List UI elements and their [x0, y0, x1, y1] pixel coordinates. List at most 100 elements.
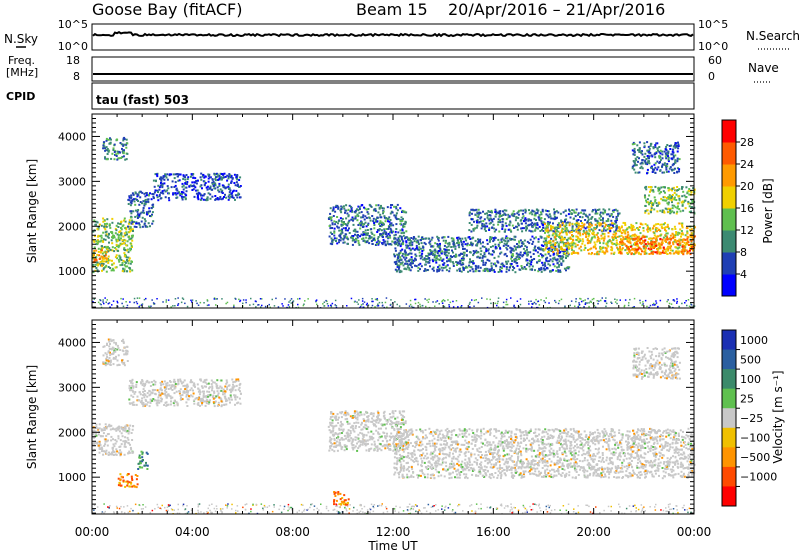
scatter-point	[521, 227, 524, 230]
scatter-point	[348, 232, 351, 234]
noise-point	[325, 299, 327, 302]
scatter-point	[104, 149, 107, 152]
scatter-point	[594, 208, 597, 211]
scatter-point	[540, 266, 543, 269]
scatter-point	[358, 211, 361, 214]
scatter-point	[447, 235, 450, 238]
noise-point	[614, 301, 617, 303]
scatter-point	[584, 247, 587, 249]
scatter-point	[675, 145, 678, 148]
scatter-point	[574, 242, 577, 245]
scatter-point	[602, 229, 605, 232]
scatter-point	[125, 226, 128, 229]
scatter-point	[584, 219, 587, 221]
scatter-point	[645, 201, 648, 204]
scatter-point	[682, 244, 684, 247]
scatter-point	[630, 223, 633, 226]
scatter-point	[633, 150, 636, 152]
scatter-point	[550, 227, 553, 230]
scatter-point	[111, 346, 114, 349]
noise-point	[540, 299, 542, 301]
noise-point	[206, 300, 209, 302]
scatter-point	[392, 224, 395, 227]
scatter-point	[128, 196, 131, 199]
scatter-point	[681, 200, 684, 203]
scatter-point	[144, 195, 147, 198]
scatter-point	[101, 252, 104, 255]
scatter-point	[432, 252, 435, 255]
scatter-point	[402, 241, 404, 244]
scatter-point	[131, 234, 133, 237]
scatter-point	[390, 229, 393, 232]
scatter-point	[121, 143, 124, 146]
scatter-point	[369, 219, 372, 222]
scatter-point	[540, 217, 543, 219]
scatter-point	[674, 236, 677, 239]
scatter-point	[98, 258, 101, 260]
scatter-point	[234, 184, 237, 187]
scatter-point	[346, 212, 349, 215]
scatter-point	[373, 208, 376, 211]
scatter-point	[659, 252, 662, 255]
scatter-point	[338, 239, 341, 241]
scatter-point	[614, 221, 617, 224]
scatter-point	[655, 238, 658, 241]
scatter-point	[647, 160, 650, 163]
noise-point	[684, 302, 686, 304]
scatter-point	[367, 224, 369, 226]
scatter-point	[127, 256, 130, 259]
scatter-point	[102, 362, 105, 365]
scatter-point	[595, 247, 597, 250]
noise-point	[151, 299, 153, 301]
noise-point	[257, 304, 259, 306]
cpid-panel: CPID tau (fast) 503	[6, 82, 695, 110]
scatter-point	[515, 256, 518, 259]
scatter-point	[115, 254, 118, 257]
scatter-point	[189, 184, 192, 187]
scatter-point	[591, 232, 594, 235]
scatter-point	[569, 216, 572, 219]
scatter-point	[664, 191, 666, 194]
scatter-point	[655, 237, 658, 239]
scatter-point	[656, 252, 659, 255]
scatter-point	[556, 258, 559, 261]
scatter-point	[386, 206, 389, 209]
noise-point	[374, 298, 377, 301]
scatter-point	[535, 236, 537, 239]
scatter-point	[604, 246, 607, 249]
scatter-point	[564, 229, 567, 232]
scatter-point	[482, 269, 485, 272]
scatter-point	[356, 214, 359, 217]
scatter-point	[509, 246, 512, 249]
scatter-point	[385, 231, 388, 234]
scatter-point	[601, 219, 604, 221]
scatter-point	[123, 445, 126, 448]
scatter-point	[610, 252, 613, 255]
scatter-point	[488, 252, 490, 255]
scatter-point	[131, 221, 134, 224]
scatter-point	[673, 252, 676, 255]
scatter-point	[447, 249, 450, 252]
scatter-point	[658, 150, 661, 153]
scatter-point	[371, 232, 374, 235]
scatter-point	[554, 242, 557, 245]
scatter-point	[648, 237, 651, 240]
scatter-point	[132, 425, 135, 428]
scatter-point	[105, 357, 108, 360]
scatter-point	[113, 151, 116, 153]
scatter-point	[228, 191, 231, 194]
scatter-point	[549, 221, 551, 224]
noise-point	[692, 305, 695, 307]
scatter-point	[461, 243, 464, 246]
scatter-point	[525, 225, 528, 228]
scatter-point	[605, 249, 608, 252]
noise-point	[513, 305, 515, 308]
scatter-point	[635, 159, 638, 162]
scatter-point	[654, 200, 657, 203]
scatter-point	[139, 190, 142, 193]
scatter-point	[386, 236, 389, 239]
scatter-point	[141, 225, 144, 228]
scatter-point	[669, 195, 672, 198]
noise-point	[139, 304, 141, 307]
scatter-point	[337, 220, 340, 223]
